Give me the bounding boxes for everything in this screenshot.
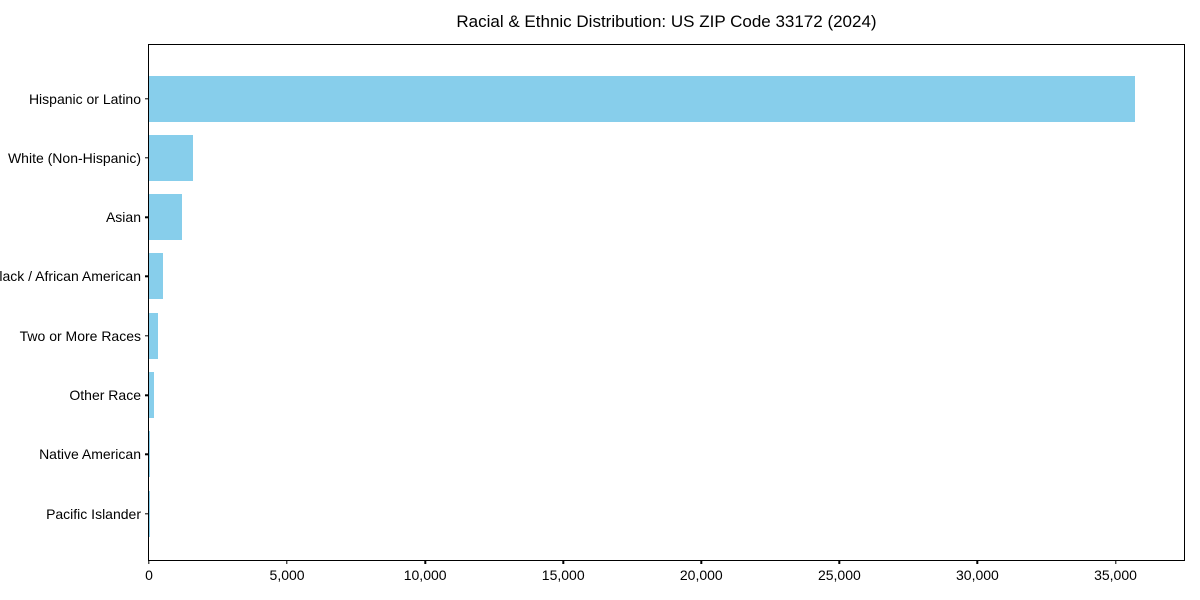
y-tick-pacific-islander	[145, 513, 149, 515]
bar-hispanic-or-latino	[149, 75, 1135, 122]
y-tick-black-african-american	[145, 275, 149, 278]
x-axis-label-0: 0	[145, 567, 153, 583]
bar-other-race	[149, 372, 154, 419]
x-tick-20000	[700, 560, 702, 564]
x-tick-35000	[1114, 560, 1117, 564]
bar-asian	[149, 194, 182, 241]
x-axis-label-30000: 30,000	[956, 567, 999, 583]
bar-black-african-american	[149, 253, 163, 300]
x-axis-label-15000: 15,000	[541, 567, 585, 583]
y-axis-label-two-or-more-races: Two or More Races	[19, 327, 141, 344]
x-axis-label-25000: 25,000	[817, 567, 861, 583]
chart-title: Racial & Ethnic Distribution: US ZIP Cod…	[456, 12, 877, 31]
x-axis-label-10000: 10,000	[403, 567, 447, 583]
y-axis-label-white-non-hispanic: White (Non-Hispanic)	[7, 149, 141, 166]
y-tick-hispanic-or-latino	[145, 97, 149, 100]
y-tick-two-or-more-races	[145, 335, 149, 337]
x-axis-label-20000: 20,000	[679, 567, 723, 583]
y-tick-native-american	[145, 453, 149, 456]
y-axis-label-black-african-american: Black / African American	[0, 268, 141, 285]
y-axis-label-native-american: Native American	[39, 446, 141, 463]
x-tick-0	[148, 560, 150, 564]
x-tick-30000	[976, 560, 979, 564]
x-tick-5000	[286, 560, 288, 564]
plot-area: Hispanic or Latino White (Non-Hispanic) As…	[0, 44, 1185, 583]
y-axis-label-pacific-islander: Pacific Islander	[46, 505, 141, 522]
y-axis-label-other-race: Other Race	[69, 387, 141, 404]
bar-two-or-more-races	[149, 312, 159, 359]
y-axis-label-hispanic-or-latino: Hispanic or Latino	[28, 90, 141, 107]
bar-native-american	[149, 431, 151, 478]
x-tick-15000	[562, 560, 564, 564]
x-axis-label-5000: 5,000	[269, 567, 305, 583]
y-tick-white-non-hispanic	[145, 157, 149, 159]
bar-white-non-hispanic	[149, 134, 193, 181]
y-tick-other-race	[145, 394, 149, 396]
x-tick-25000	[838, 560, 841, 564]
y-axis-label-asian: Asian	[105, 209, 141, 226]
x-axis-label-35000: 35,000	[1094, 567, 1137, 583]
x-tick-10000	[424, 560, 426, 564]
y-tick-asian	[145, 216, 149, 218]
